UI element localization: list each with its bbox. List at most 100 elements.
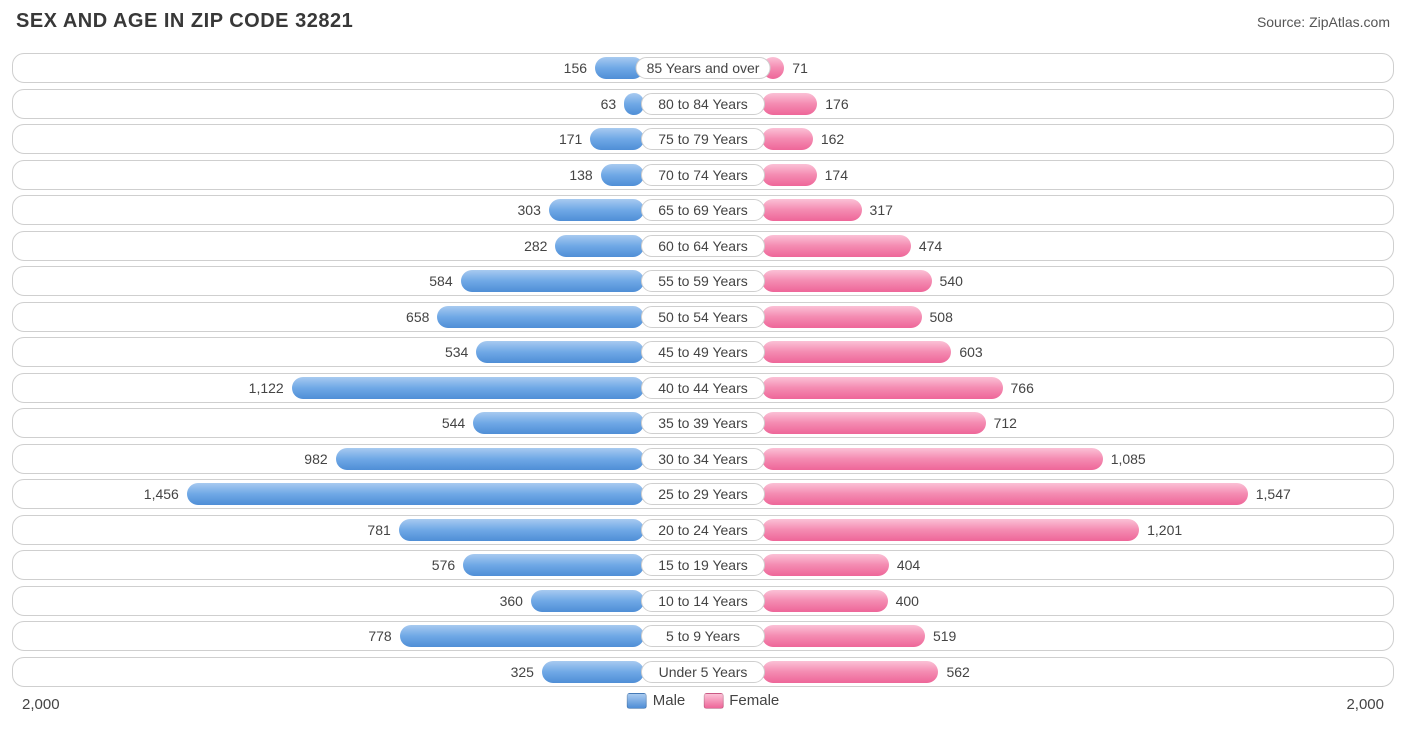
male-bar bbox=[542, 661, 644, 683]
female-value: 519 bbox=[933, 622, 956, 650]
female-value: 317 bbox=[870, 196, 893, 224]
female-bar bbox=[762, 235, 911, 257]
male-bar bbox=[601, 164, 644, 186]
male-value: 282 bbox=[524, 232, 547, 260]
age-label: 30 to 34 Years bbox=[641, 448, 765, 470]
female-bar bbox=[762, 661, 938, 683]
legend-female: Female bbox=[703, 692, 779, 709]
pyramid-row: 781 1,201 20 to 24 Years bbox=[12, 515, 1394, 545]
male-value: 156 bbox=[564, 54, 587, 82]
male-bar bbox=[336, 448, 644, 470]
male-value: 658 bbox=[406, 303, 429, 331]
pyramid-row: 54471235 to 39 Years bbox=[12, 408, 1394, 438]
female-bar bbox=[762, 625, 925, 647]
male-bar bbox=[461, 270, 644, 292]
female-bar bbox=[762, 306, 922, 328]
pyramid-row: 282 474 60 to 64 Years bbox=[12, 231, 1394, 261]
male-value: 360 bbox=[500, 587, 523, 615]
male-value: 584 bbox=[429, 267, 452, 295]
pyramid-row: 1,456 1,547 25 to 29 Years bbox=[12, 479, 1394, 509]
male-value: 778 bbox=[368, 622, 391, 650]
pyramid-row: 325 562 Under 5 Years bbox=[12, 657, 1394, 687]
female-value: 400 bbox=[896, 587, 919, 615]
female-bar bbox=[762, 270, 932, 292]
population-pyramid-chart: 1567185 Years and over 63 176 80 to 84 Year… bbox=[12, 53, 1394, 687]
male-bar bbox=[531, 590, 644, 612]
pyramid-row: 171 162 75 to 79 Years bbox=[12, 124, 1394, 154]
female-bar bbox=[762, 590, 888, 612]
female-value: 174 bbox=[825, 161, 848, 189]
female-value: 712 bbox=[994, 409, 1017, 437]
chart-title: SEX AND AGE IN ZIP CODE 32821 bbox=[16, 10, 353, 33]
axis-max-right: 2,000 bbox=[1346, 696, 1384, 713]
male-value: 171 bbox=[559, 125, 582, 153]
age-label: 65 to 69 Years bbox=[641, 199, 765, 221]
female-value: 162 bbox=[821, 125, 844, 153]
pyramid-row: 9821,08530 to 34 Years bbox=[12, 444, 1394, 474]
male-bar bbox=[476, 341, 644, 363]
male-bar bbox=[399, 519, 644, 541]
female-value: 1,547 bbox=[1256, 480, 1291, 508]
pyramid-row: 303 317 65 to 69 Years bbox=[12, 195, 1394, 225]
male-value: 534 bbox=[445, 338, 468, 366]
male-value: 325 bbox=[511, 658, 534, 686]
female-swatch-icon bbox=[703, 693, 723, 709]
pyramid-row: 63 176 80 to 84 Years bbox=[12, 89, 1394, 119]
female-value: 1,201 bbox=[1147, 516, 1182, 544]
male-value: 63 bbox=[601, 90, 617, 118]
chart-header: SEX AND AGE IN ZIP CODE 32821 Source: Zi… bbox=[12, 10, 1394, 33]
chart-legend: Male Female bbox=[627, 692, 780, 709]
age-label: 50 to 54 Years bbox=[641, 306, 765, 328]
female-bar bbox=[762, 93, 817, 115]
male-bar bbox=[590, 128, 644, 150]
male-bar bbox=[473, 412, 644, 434]
chart-source: Source: ZipAtlas.com bbox=[1257, 14, 1390, 30]
age-label: 25 to 29 Years bbox=[641, 483, 765, 505]
male-value: 303 bbox=[518, 196, 541, 224]
age-label: Under 5 Years bbox=[641, 661, 765, 683]
pyramid-row: 360 400 10 to 14 Years bbox=[12, 586, 1394, 616]
age-label: 70 to 74 Years bbox=[641, 164, 765, 186]
male-value: 1,456 bbox=[144, 480, 179, 508]
age-label: 80 to 84 Years bbox=[641, 93, 765, 115]
male-bar bbox=[555, 235, 644, 257]
male-bar bbox=[463, 554, 644, 576]
legend-male: Male bbox=[627, 692, 686, 709]
age-label: 55 to 59 Years bbox=[641, 270, 765, 292]
legend-male-label: Male bbox=[653, 692, 686, 709]
female-bar bbox=[762, 483, 1248, 505]
pyramid-row: 658 508 50 to 54 Years bbox=[12, 302, 1394, 332]
female-bar bbox=[762, 128, 813, 150]
female-value: 176 bbox=[825, 90, 848, 118]
pyramid-row: 1567185 Years and over bbox=[12, 53, 1394, 83]
age-label: 75 to 79 Years bbox=[641, 128, 765, 150]
pyramid-row: 57640415 to 19 Years bbox=[12, 550, 1394, 580]
pyramid-row: 1,12276640 to 44 Years bbox=[12, 373, 1394, 403]
female-value: 474 bbox=[919, 232, 942, 260]
female-bar bbox=[762, 377, 1003, 399]
female-value: 603 bbox=[959, 338, 982, 366]
male-bar bbox=[549, 199, 644, 221]
female-value: 508 bbox=[930, 303, 953, 331]
female-bar bbox=[762, 164, 817, 186]
female-bar bbox=[762, 554, 889, 576]
age-label: 45 to 49 Years bbox=[641, 341, 765, 363]
age-label: 5 to 9 Years bbox=[641, 625, 765, 647]
female-value: 1,085 bbox=[1111, 445, 1146, 473]
male-value: 781 bbox=[367, 516, 390, 544]
male-value: 1,122 bbox=[249, 374, 284, 402]
male-value: 138 bbox=[569, 161, 592, 189]
male-bar bbox=[292, 377, 644, 399]
axis-max-left: 2,000 bbox=[22, 696, 60, 713]
pyramid-row: 138 174 70 to 74 Years bbox=[12, 160, 1394, 190]
female-value: 562 bbox=[946, 658, 969, 686]
male-value: 544 bbox=[442, 409, 465, 437]
age-label: 20 to 24 Years bbox=[641, 519, 765, 541]
pyramid-row: 534 603 45 to 49 Years bbox=[12, 337, 1394, 367]
age-label: 60 to 64 Years bbox=[641, 235, 765, 257]
female-bar bbox=[762, 341, 951, 363]
chart-footer: 2,000 Male Female 2,000 bbox=[12, 692, 1394, 722]
age-label: 10 to 14 Years bbox=[641, 590, 765, 612]
female-value: 766 bbox=[1011, 374, 1034, 402]
male-bar bbox=[437, 306, 644, 328]
